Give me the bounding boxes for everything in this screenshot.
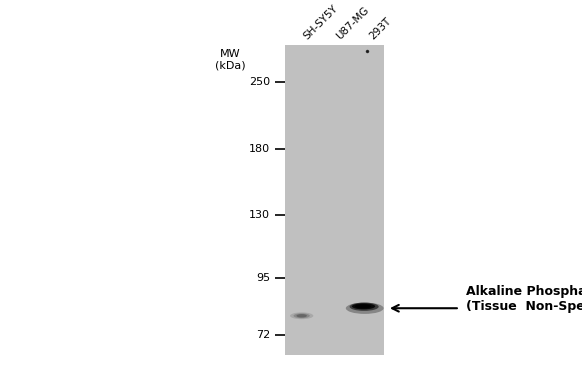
Text: 72: 72 [256, 330, 270, 339]
Ellipse shape [293, 313, 310, 318]
Ellipse shape [355, 304, 371, 308]
Ellipse shape [296, 314, 307, 318]
Bar [285, 45, 384, 355]
Ellipse shape [346, 302, 384, 314]
Ellipse shape [352, 303, 375, 309]
Text: 293T: 293T [368, 16, 393, 42]
Text: SH-SY5Y: SH-SY5Y [301, 3, 340, 42]
Text: 180: 180 [249, 144, 270, 154]
Ellipse shape [350, 302, 379, 311]
Text: 95: 95 [256, 273, 270, 284]
Text: 250: 250 [249, 77, 270, 87]
Text: Alkaline Phosphatase
(Tissue  Non-Specific): Alkaline Phosphatase (Tissue Non-Specifi… [466, 285, 582, 313]
Ellipse shape [290, 312, 313, 319]
Text: U87-MG: U87-MG [335, 5, 371, 42]
Text: MW
(kDa): MW (kDa) [215, 49, 245, 71]
Text: 130: 130 [249, 210, 270, 220]
